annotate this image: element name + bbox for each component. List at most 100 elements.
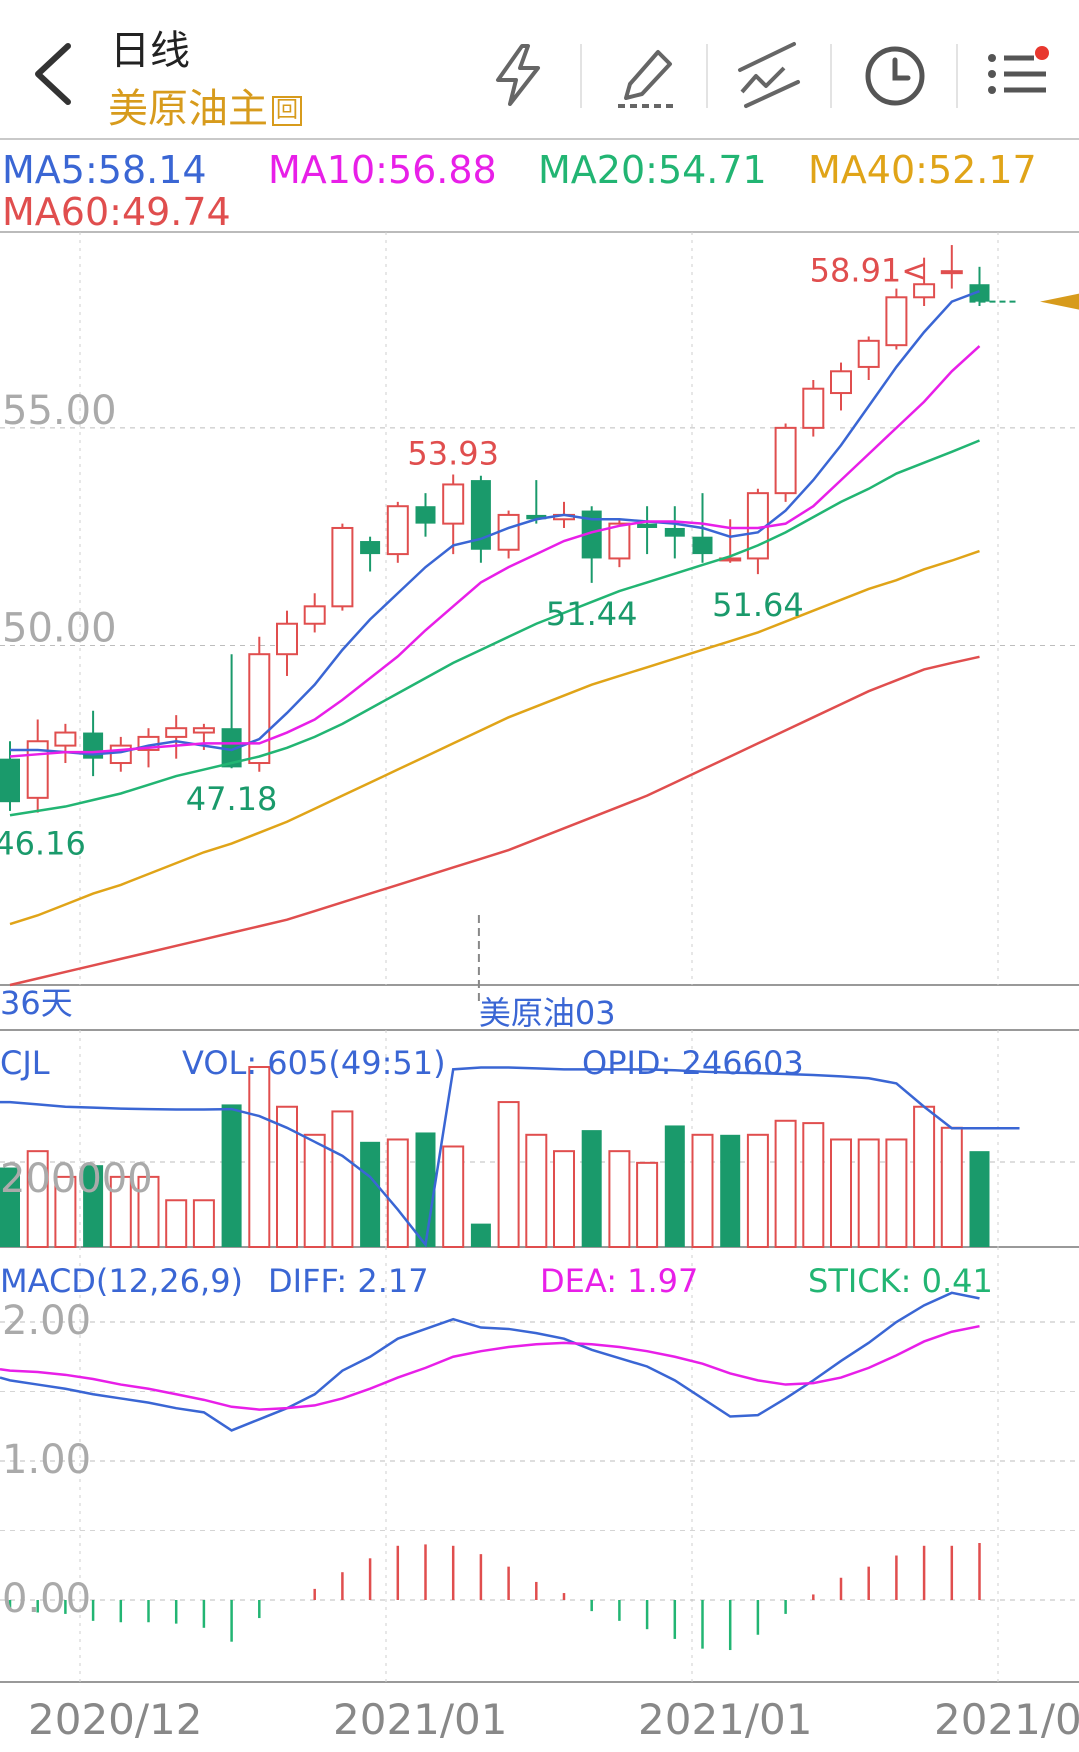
price-annotation: 51.44	[546, 595, 638, 633]
pen-icon[interactable]	[612, 40, 682, 110]
candle-body	[940, 270, 963, 275]
candle	[885, 288, 908, 350]
macd-chart	[0, 1291, 1079, 1651]
volume-bar	[0, 1167, 20, 1247]
volume-bar	[360, 1141, 381, 1247]
price-annotation: 46.16	[0, 825, 86, 863]
ma-legend: MA5:58.14 MA10:56.88 MA20:54.71 MA40:52.…	[0, 148, 1079, 238]
toolbar-separator	[830, 44, 832, 108]
volume-bar	[26, 1150, 49, 1248]
instrument-label[interactable]: 美原油主回	[108, 76, 302, 134]
volume-bar	[830, 1138, 852, 1248]
back-arrow-icon[interactable]	[26, 38, 82, 110]
candle-body	[885, 296, 908, 347]
toolbar-separator	[580, 44, 582, 108]
x-axis-label: 2021/01	[638, 1695, 812, 1744]
candle	[470, 475, 491, 563]
candle	[248, 636, 271, 772]
menu-icon[interactable]	[984, 40, 1054, 110]
volume-bar	[802, 1122, 825, 1249]
candle	[913, 257, 936, 306]
candle	[331, 523, 354, 611]
volume-bar	[303, 1133, 326, 1249]
macd-tick-label: 2.00	[2, 1298, 91, 1344]
volume-bar	[857, 1138, 880, 1248]
volume-bar	[774, 1119, 797, 1249]
candle-body	[360, 541, 381, 555]
volume-panel-title: CJL	[0, 1044, 50, 1082]
volume-bar	[720, 1134, 741, 1247]
candle-body	[526, 514, 547, 520]
price-tick-label: 50.00	[2, 605, 117, 651]
last-price-marker	[1040, 293, 1079, 310]
volume-chart	[0, 1066, 1079, 1249]
toolbar-separator	[956, 44, 958, 108]
macd-panel-title: MACD(12,26,9)	[0, 1262, 243, 1300]
volume-bar	[83, 1165, 104, 1247]
toolbar-separator	[706, 44, 708, 108]
volume-bar	[331, 1110, 354, 1249]
price-tick-label: 55.00	[2, 388, 117, 434]
ma5-label: MA5:58.14	[2, 148, 207, 192]
candle	[276, 610, 298, 676]
volume-bar	[969, 1151, 990, 1247]
volume-bar	[192, 1199, 215, 1248]
candle-body	[221, 728, 242, 768]
diff-line	[0, 1291, 980, 1432]
macd-tick-label: 1.00	[2, 1437, 91, 1483]
instrument-badge: 回	[272, 96, 302, 126]
candle-body	[0, 758, 20, 803]
candle	[386, 501, 409, 563]
candle-body	[830, 370, 852, 395]
candle-body	[331, 526, 354, 608]
volume-bar	[221, 1104, 242, 1247]
price-annotation: 58.91<	[810, 252, 928, 290]
top-bar: 日线 美原油主回	[0, 0, 1079, 140]
volume-bar	[54, 1175, 77, 1248]
volume-bar	[525, 1133, 548, 1249]
price-annotation: 53.93	[407, 434, 499, 472]
volume-bar	[664, 1125, 685, 1247]
volume-bar	[248, 1066, 271, 1248]
candle	[415, 493, 436, 537]
candle-body	[692, 536, 713, 555]
volume-bar	[746, 1133, 769, 1249]
clock-icon[interactable]	[860, 40, 930, 110]
stick-label: STICK: 0.41	[808, 1262, 993, 1300]
x-axis-label: 2020/12	[28, 1695, 202, 1744]
x-axis-label: 2021/0	[934, 1695, 1079, 1744]
lightning-icon[interactable]	[484, 40, 554, 110]
draw-line-icon[interactable]	[734, 40, 804, 110]
candle-body	[497, 513, 520, 551]
ma40-line	[9, 549, 980, 926]
ma20-label: MA20:54.71	[538, 148, 767, 192]
volume-label: VOL: 605(49:51)	[182, 1044, 446, 1082]
ma-lines	[9, 290, 981, 987]
ma60-label: MA60:49.74	[2, 190, 231, 234]
candle	[442, 474, 465, 555]
candle	[303, 593, 326, 633]
volume-bar	[415, 1132, 436, 1247]
price-annotation: 51.64	[712, 586, 804, 624]
volume-tick-label: 200000	[0, 1156, 153, 1202]
candle	[637, 506, 658, 555]
candle	[360, 536, 381, 572]
candle-body	[664, 527, 685, 537]
candle-body	[470, 480, 491, 550]
volume-bar	[913, 1105, 936, 1248]
candle	[26, 719, 49, 813]
candle-body	[774, 426, 797, 495]
ma10-label: MA10:56.88	[268, 148, 497, 192]
candle-body	[637, 523, 658, 528]
volume-bar	[691, 1133, 714, 1249]
volume-bar	[608, 1150, 631, 1248]
candle	[109, 736, 132, 772]
volume-bar	[470, 1223, 491, 1247]
volume-bar	[553, 1150, 575, 1248]
period-label[interactable]: 日线	[110, 28, 190, 74]
candle	[969, 266, 990, 306]
volume-bar	[885, 1138, 908, 1248]
macd-tick-label: 0.00	[2, 1576, 91, 1622]
candles	[0, 245, 990, 813]
